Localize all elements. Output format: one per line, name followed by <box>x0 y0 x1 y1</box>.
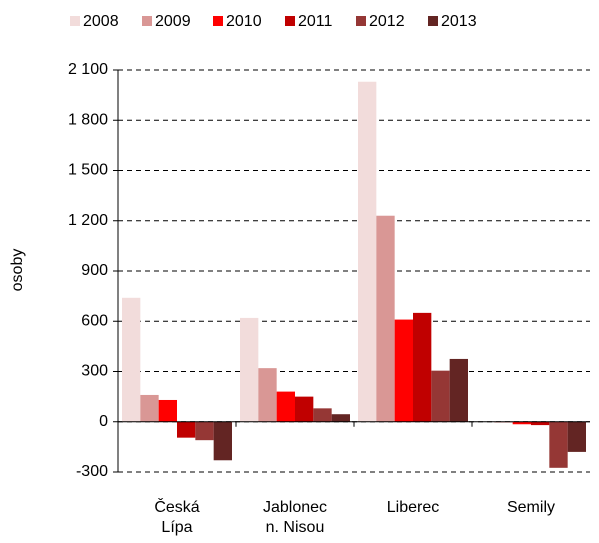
y-tick-label: -300 <box>76 463 108 480</box>
y-tick-label: 600 <box>81 312 108 329</box>
x-tick-line: n. Nisou <box>266 519 325 536</box>
bar <box>394 319 413 422</box>
x-tick-line: Lípa <box>161 519 192 536</box>
legend-label: 2012 <box>369 13 405 30</box>
x-tick-label: Semily <box>507 499 555 516</box>
bar <box>295 396 314 422</box>
x-tick-label: Česká Lípa <box>154 497 199 536</box>
legend-label: 2009 <box>155 13 191 30</box>
bar <box>258 368 277 422</box>
bar <box>158 399 177 422</box>
legend-swatch <box>142 16 152 26</box>
x-tick-label: Jablonec n. Nisou <box>263 499 327 536</box>
legend-swatch <box>213 16 223 26</box>
x-tick-line: Jablonec <box>263 499 327 516</box>
legend-swatch <box>356 16 366 26</box>
bar <box>376 215 395 422</box>
bar <box>431 370 450 422</box>
bar <box>122 297 141 422</box>
y-tick-label: 900 <box>81 262 108 279</box>
bar <box>195 421 214 441</box>
bar <box>549 421 568 468</box>
bar <box>331 414 350 422</box>
legend-swatch <box>428 16 438 26</box>
y-tick-label: 2 100 <box>68 61 108 78</box>
bar <box>449 358 468 422</box>
bar <box>213 421 232 461</box>
x-tick-line: Semily <box>507 499 555 516</box>
y-axis-label: osoby <box>9 249 26 292</box>
y-tick-label: 1 800 <box>68 111 108 128</box>
bar <box>512 421 531 425</box>
x-tick-line: Česká <box>154 497 199 516</box>
bar <box>177 421 196 438</box>
legend-label: 2010 <box>226 13 262 30</box>
legend-label: 2008 <box>83 13 119 30</box>
bar <box>240 317 259 422</box>
legend-swatch <box>285 16 295 26</box>
bar <box>276 391 295 422</box>
bar <box>313 408 332 422</box>
x-tick-label: Liberec <box>387 499 439 516</box>
y-tick-label: 0 <box>99 413 108 430</box>
legend-swatch <box>70 16 80 26</box>
legend-label: 2011 <box>298 13 333 30</box>
bar <box>358 81 377 422</box>
bar <box>531 421 550 426</box>
bar <box>413 312 432 422</box>
bar <box>567 421 586 452</box>
legend-label: 2013 <box>441 13 477 30</box>
y-tick-label: 1 500 <box>68 162 108 179</box>
y-tick-label: 300 <box>81 363 108 380</box>
x-tick-line: Liberec <box>387 499 439 516</box>
y-tick-label: 1 200 <box>68 212 108 229</box>
bar <box>140 394 159 422</box>
